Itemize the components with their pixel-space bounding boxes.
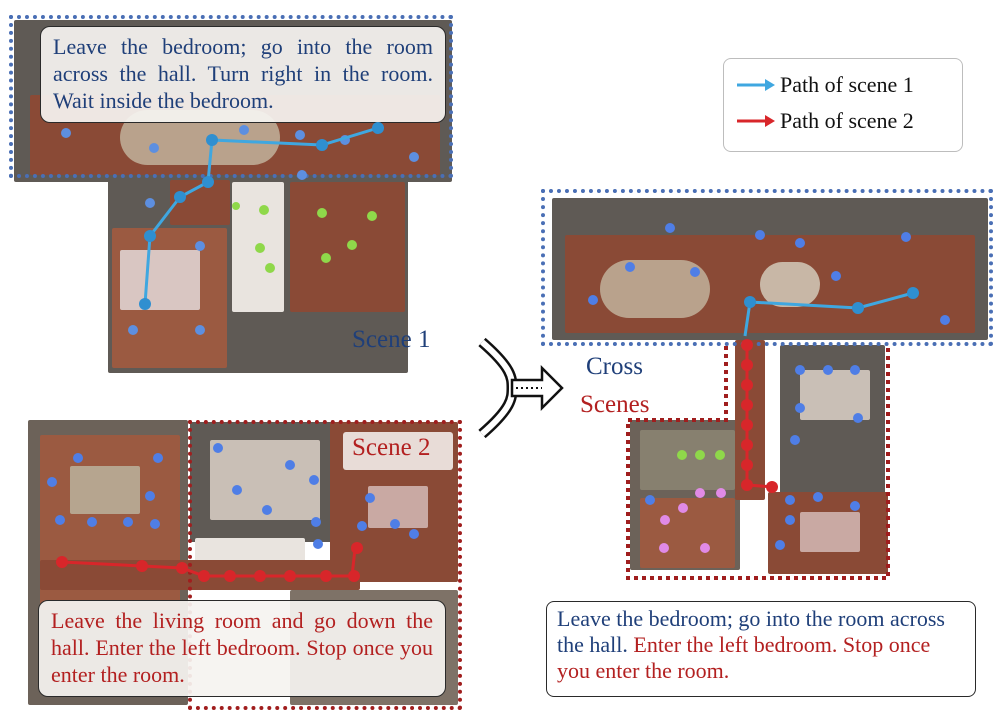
cross-instruction: Leave the bedroom; go into the room acro… [546, 601, 976, 697]
cross-waypoints-green [677, 450, 725, 460]
cross-scene1-border [541, 189, 993, 346]
legend-label-2: Path of scene 2 [780, 108, 914, 133]
cross-label-line1: Cross [586, 353, 643, 380]
merge-arrow [478, 337, 564, 439]
legend [723, 58, 963, 152]
cross-path2-nodes [741, 339, 778, 493]
scene2-label: Scene 2 [352, 434, 431, 461]
scene2-instruction: Leave the living room and go down the ha… [38, 600, 446, 697]
scene2-waypoints [47, 443, 419, 549]
cross-instruction-part2: Enter the left bedroom. Stop once you en… [557, 632, 931, 683]
scene1-green-waypoints [232, 202, 377, 273]
cross-waypoints-blue [588, 223, 950, 550]
scene2-border [188, 420, 462, 710]
scene2-label-box [343, 432, 453, 470]
scene1-border [9, 15, 453, 178]
scene1-label: Scene 1 [352, 326, 431, 353]
legend-arrow-2 [737, 115, 775, 127]
cross-waypoints-pink [659, 488, 726, 553]
legend-arrow-1 [737, 79, 775, 91]
scene1-waypoints [61, 125, 419, 335]
scene1-path-nodes [139, 122, 384, 310]
legend-label-1: Path of scene 1 [780, 72, 914, 97]
cross-path1-nodes [744, 287, 919, 314]
cross-label-line2: Scenes [580, 391, 650, 418]
scene1-instruction: Leave the bedroom; go into the room acro… [40, 26, 446, 123]
cross-instruction-part1: Leave the bedroom; go into the room acro… [557, 606, 945, 657]
scene2-path-nodes [56, 542, 363, 582]
